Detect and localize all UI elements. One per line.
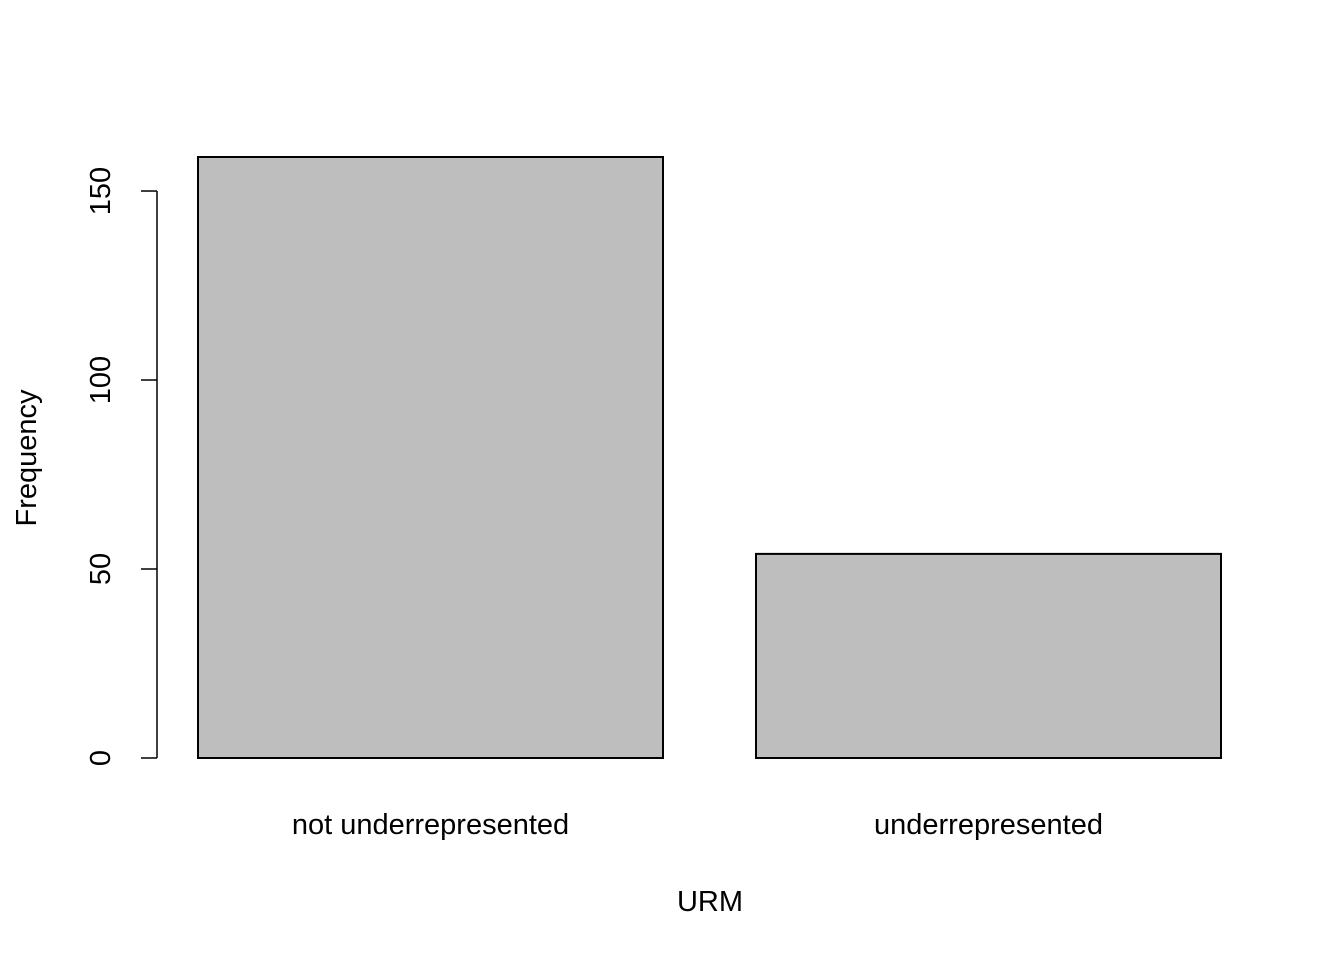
y-axis: 0 50 100 150 <box>85 167 158 766</box>
y-ticks: 0 50 100 150 <box>85 167 157 766</box>
y-tick-label: 50 <box>85 553 117 585</box>
y-tick-label: 0 <box>85 750 117 766</box>
x-axis-title: URM <box>677 886 743 918</box>
x-tick-label: not underrepresented <box>292 809 569 841</box>
y-tick-label: 150 <box>85 167 117 215</box>
bars-layer <box>197 156 1222 759</box>
y-axis-title: Frequency <box>11 389 43 527</box>
x-category-labels: not underrepresented underrepresented <box>292 809 1103 841</box>
y-tick-label: 100 <box>85 356 117 404</box>
bar-not-underrepresented <box>197 156 664 759</box>
x-tick-label: underrepresented <box>874 809 1103 841</box>
bar-underrepresented <box>755 552 1222 759</box>
